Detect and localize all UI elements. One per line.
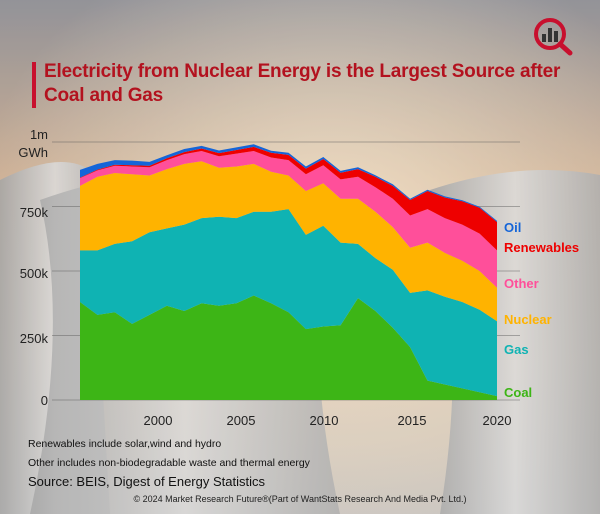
bar-chart-magnifier-icon: [534, 18, 573, 56]
source-text: Source: BEIS, Digest of Energy Statistic…: [28, 474, 265, 489]
area-renewables: [80, 146, 497, 251]
legend-coal: Coal: [504, 385, 533, 400]
x-tick-label-2020: 2020: [482, 413, 512, 428]
copyright-text: © 2024 Market Research Future®(Part of W…: [133, 494, 467, 504]
x-tick-label-2015: 2015: [397, 413, 427, 428]
area-gas: [80, 209, 497, 397]
logo: [534, 18, 573, 56]
legend-nuclear: Nuclear: [504, 312, 552, 327]
area-other: [80, 151, 497, 288]
legend-other: Other: [504, 276, 539, 291]
x-tick-label-2000: 2000: [143, 413, 173, 428]
chart-title: Electricity from Nuclear Energy is the L…: [44, 61, 561, 106]
y-tick-label-500k: 500k: [19, 266, 48, 281]
legend-renewables: Renewables: [504, 240, 580, 255]
title-accent-bar: [32, 62, 36, 108]
legend-gas: Gas: [504, 342, 529, 357]
y-tick-label-750k: 750k: [19, 205, 48, 220]
x-tick-label-2005: 2005: [226, 413, 256, 428]
area-coal: [80, 295, 497, 400]
note-renewables: Renewables include solar,wind and hydro: [28, 438, 222, 450]
y-tick-label-1m: 1m: [29, 127, 48, 142]
y-axis-unit-label: GWh: [18, 145, 48, 160]
area-nuclear: [80, 161, 497, 322]
y-tick-label-250k: 250k: [19, 331, 48, 346]
y-tick-label-0: 0: [40, 393, 48, 408]
note-other: Other includes non-biodegradable waste a…: [28, 457, 310, 469]
legend-oil: Oil: [504, 220, 522, 235]
x-tick-label-2010: 2010: [309, 413, 339, 428]
